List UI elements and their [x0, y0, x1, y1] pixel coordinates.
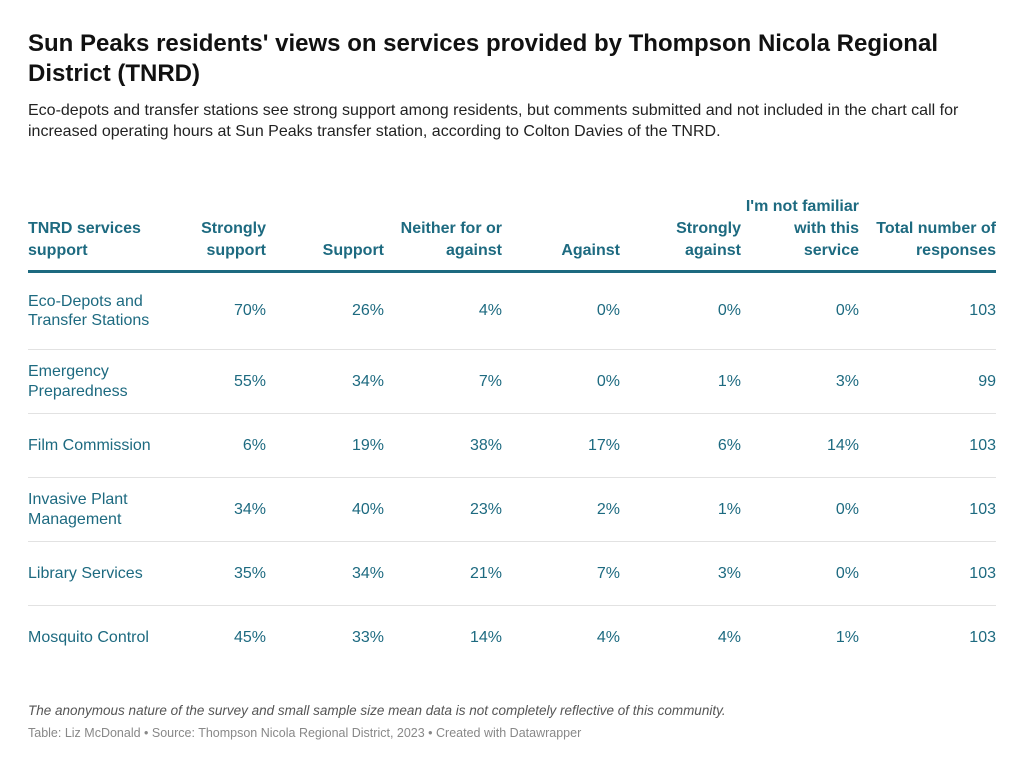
table-cell: 103	[969, 628, 996, 646]
table-cell: 3%	[620, 541, 741, 606]
table-cell: 6%	[160, 413, 266, 478]
table-cell: 21%	[384, 541, 502, 606]
table-cell: 14%	[469, 628, 502, 646]
table-cell: 26%	[266, 271, 384, 350]
table-cell: 6%	[620, 413, 741, 478]
table-cell: 103	[859, 541, 996, 606]
table-header-row: TNRD services support Strongly support Sup…	[28, 172, 996, 273]
table-row: Emergency Preparedness 55% 34% 7% 0% 1% 3% 99	[28, 349, 996, 414]
table-row: Library Services 35% 34% 21% 7% 3% 0% 103	[28, 541, 996, 606]
table-cell: 0%	[741, 477, 859, 542]
table-cell: 103	[859, 271, 996, 350]
byline: Table: Liz McDonald • Source: Thompson N…	[28, 726, 582, 740]
row-label: Emergency Preparedness	[28, 349, 160, 414]
table-cell: 7%	[502, 541, 620, 606]
column-header[interactable]: Against	[502, 172, 620, 273]
table-cell: 1%	[620, 477, 741, 542]
column-header[interactable]: I'm not familiar with this service	[741, 172, 859, 273]
row-label: Library Services	[28, 541, 160, 606]
table-cell: 4%	[717, 628, 741, 646]
table-cell: 34%	[160, 477, 266, 542]
table-row: Film Commission 6% 19% 38% 17% 6% 14% 103	[28, 413, 996, 478]
table-row: Eco-Depots and Transfer Stations 70% 26% 4%…	[28, 271, 996, 350]
table-cell: 34%	[266, 541, 384, 606]
table-cell: 4%	[384, 271, 502, 350]
table-cell: 7%	[384, 349, 502, 414]
table-cell: 1%	[620, 349, 741, 414]
column-header[interactable]: Total number of responses	[859, 172, 996, 273]
table-row: Invasive Plant Management 34% 40% 23% 2% 1% 0%…	[28, 477, 996, 542]
table-cell: 0%	[620, 271, 741, 350]
table-cell: 0%	[502, 349, 620, 414]
table-cell: 40%	[266, 477, 384, 542]
table-cell: 3%	[741, 349, 859, 414]
row-label: Invasive Plant Management	[28, 477, 160, 542]
table-cell: 19%	[266, 413, 384, 478]
table-cell: 34%	[266, 349, 384, 414]
table-row: Mosquito Control 45% 33% 14% 4% 4% 1% 103	[28, 606, 996, 670]
footnote: The anonymous nature of the survey and s…	[28, 703, 726, 718]
column-header[interactable]: TNRD services support	[28, 172, 160, 273]
table-cell: 70%	[160, 271, 266, 350]
table-cell: 23%	[384, 477, 502, 542]
table-cell: 0%	[741, 541, 859, 606]
row-label: Film Commission	[28, 413, 160, 478]
table-cell: 103	[859, 413, 996, 478]
table-cell: 33%	[351, 628, 384, 646]
table-body: Eco-Depots and Transfer Stations 70% 26% 4%…	[28, 271, 996, 670]
table-cell: 103	[859, 477, 996, 542]
chart-title: Sun Peaks residents' views on services p…	[28, 30, 938, 87]
data-table: TNRD services support Strongly support Sup…	[28, 172, 996, 669]
table-cell: 99	[859, 349, 996, 414]
table-cell: 45%	[233, 628, 266, 646]
table-cell: 55%	[160, 349, 266, 414]
table-cell: 2%	[502, 477, 620, 542]
chart-subtitle: Eco-depots and transfer stations see str…	[28, 102, 959, 140]
table-cell: 35%	[160, 541, 266, 606]
column-header[interactable]: Support	[266, 172, 384, 273]
column-header[interactable]: Strongly support	[160, 172, 266, 273]
table-cell: 4%	[596, 628, 620, 646]
table-cell: 1%	[835, 628, 859, 646]
table-cell: 38%	[384, 413, 502, 478]
table-cell: 14%	[741, 413, 859, 478]
column-header[interactable]: Neither for or against	[384, 172, 502, 273]
row-label: Eco-Depots and Transfer Stations	[28, 271, 160, 350]
row-label: Mosquito Control	[28, 628, 149, 646]
column-header[interactable]: Strongly against	[620, 172, 741, 273]
table-cell: 0%	[502, 271, 620, 350]
table-cell: 0%	[741, 271, 859, 350]
table-cell: 17%	[502, 413, 620, 478]
